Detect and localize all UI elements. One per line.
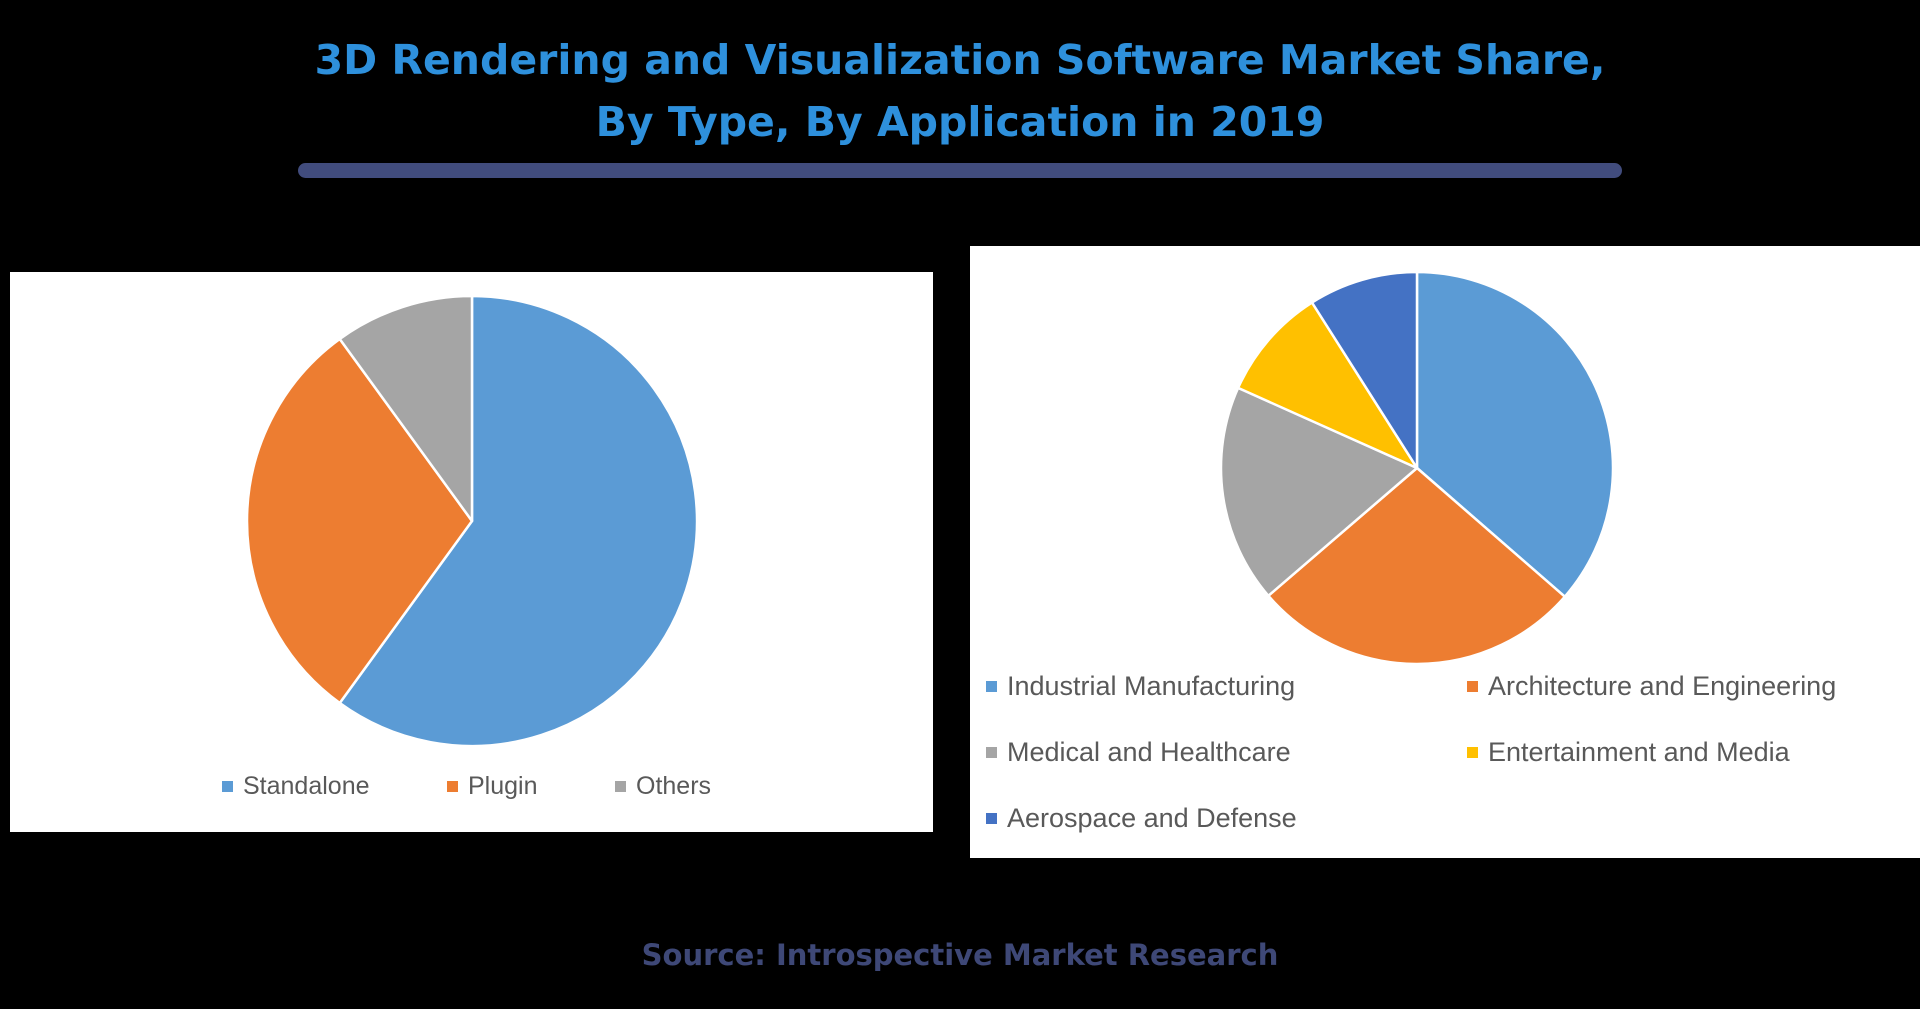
- pie-slice-industrial-manufacturing: [1415, 270, 1615, 598]
- legend-item-industrial-manufacturing: Industrial Manufacturing: [986, 671, 1295, 702]
- application-pie-chart: [1219, 270, 1615, 666]
- legend-swatch-others: [615, 781, 626, 792]
- legend-item-aerospace-and-defense: Aerospace and Defense: [986, 803, 1297, 834]
- title-underline-bar: [298, 163, 1622, 178]
- legend-item-others: Others: [615, 772, 711, 801]
- legend-item-medical-and-healthcare: Medical and Healthcare: [986, 737, 1291, 768]
- pie-slice-others: [338, 294, 474, 523]
- application-pie-chart-panel: Industrial Manufacturing Architecture and…: [970, 246, 1920, 858]
- legend-item-plugin: Plugin: [447, 772, 538, 801]
- legend-swatch-entertainment-and-media: [1467, 747, 1478, 758]
- chart-title-line-1: 3D Rendering and Visualization Software …: [314, 36, 1606, 84]
- legend-label: Plugin: [468, 772, 538, 800]
- pie-slice-architecture-and-engineering: [1267, 466, 1567, 666]
- pie-slice-aerospace-and-defense: [1310, 270, 1419, 470]
- legend-label: Others: [636, 772, 712, 800]
- legend-swatch-standalone: [222, 781, 233, 792]
- legend-label: Aerospace and Defense: [1007, 803, 1297, 833]
- legend-label: Standalone: [243, 772, 370, 800]
- legend-swatch-medical-and-healthcare: [986, 747, 997, 758]
- chart-title-line-2: By Type, By Application in 2019: [595, 98, 1325, 146]
- legend-label: Medical and Healthcare: [1007, 737, 1291, 767]
- legend-label: Entertainment and Media: [1488, 737, 1790, 767]
- pie-slice-entertainment-and-media: [1236, 301, 1419, 470]
- type-pie-chart-panel: Standalone Plugin Others: [10, 272, 933, 832]
- pie-slice-medical-and-healthcare: [1219, 386, 1419, 598]
- legend-swatch-aerospace-and-defense: [986, 813, 997, 824]
- legend-item-architecture-and-engineering: Architecture and Engineering: [1467, 671, 1836, 702]
- legend-label: Architecture and Engineering: [1488, 671, 1837, 701]
- pie-slice-standalone: [338, 294, 699, 748]
- source-caption: Source: Introspective Market Research: [641, 938, 1279, 972]
- legend-item-entertainment-and-media: Entertainment and Media: [1467, 737, 1790, 768]
- type-pie-chart: [245, 294, 699, 748]
- legend-label: Industrial Manufacturing: [1007, 671, 1296, 701]
- legend-item-standalone: Standalone: [222, 772, 370, 801]
- legend-swatch-plugin: [447, 781, 458, 792]
- legend-swatch-architecture-and-engineering: [1467, 681, 1478, 692]
- legend-swatch-industrial-manufacturing: [986, 681, 997, 692]
- pie-slice-plugin: [245, 337, 474, 705]
